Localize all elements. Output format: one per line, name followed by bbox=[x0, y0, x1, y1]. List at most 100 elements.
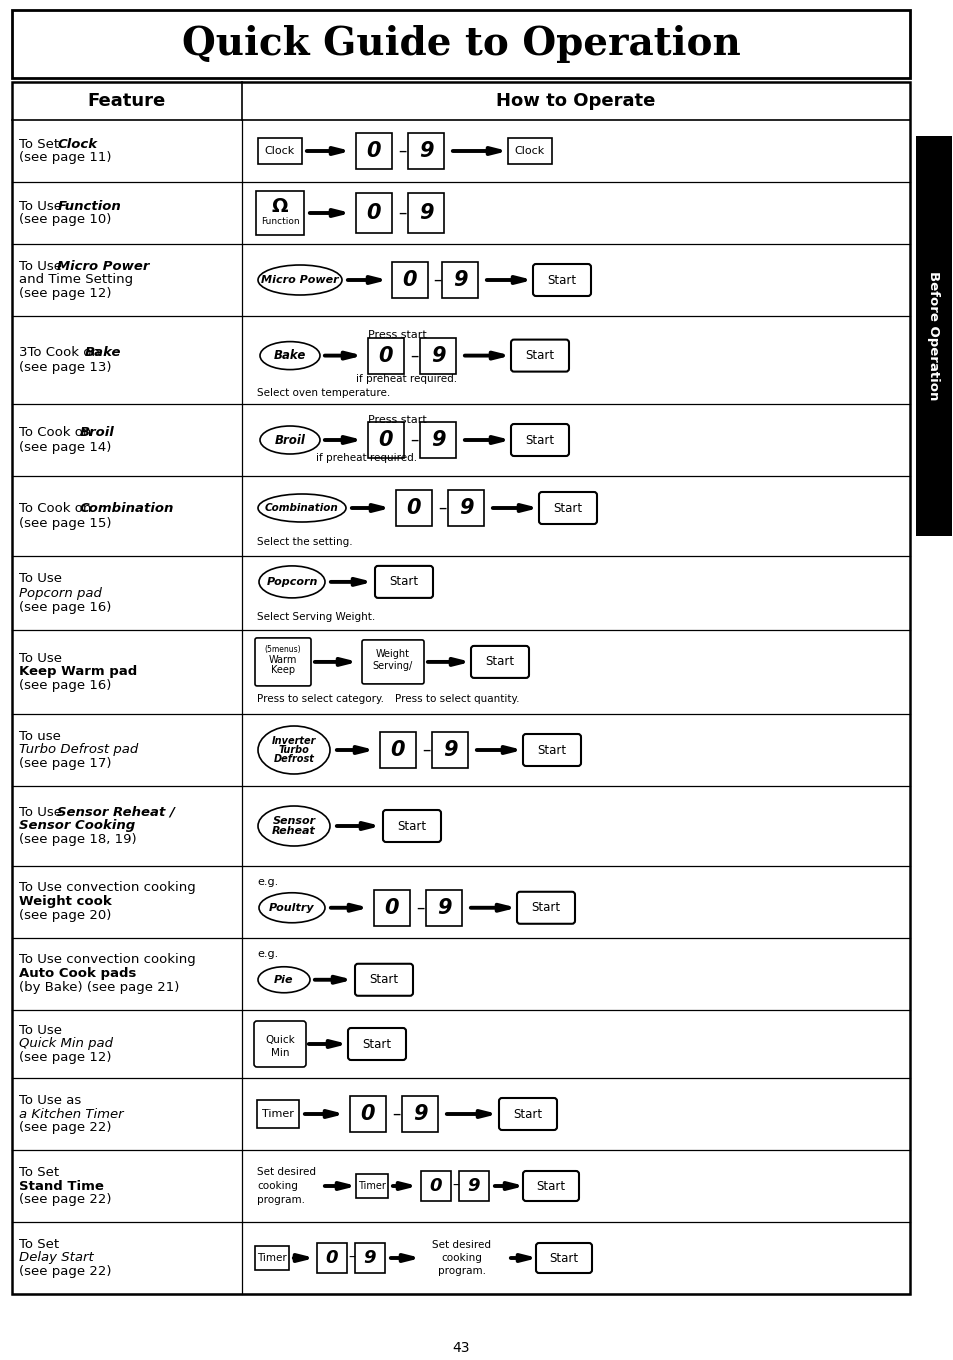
Text: To Use: To Use bbox=[19, 805, 66, 819]
Bar bbox=[408, 133, 443, 169]
FancyBboxPatch shape bbox=[254, 638, 311, 685]
Text: Micro Power: Micro Power bbox=[57, 260, 150, 272]
Text: Keep: Keep bbox=[271, 665, 294, 675]
Text: 9: 9 bbox=[431, 430, 445, 450]
Text: Combination: Combination bbox=[265, 503, 338, 513]
Text: program.: program. bbox=[437, 1266, 485, 1276]
Text: Select oven temperature.: Select oven temperature. bbox=[256, 389, 390, 398]
Bar bbox=[256, 1100, 298, 1127]
Text: Start: Start bbox=[525, 434, 554, 446]
FancyBboxPatch shape bbox=[253, 1021, 306, 1068]
Text: To Use convection cooking: To Use convection cooking bbox=[19, 953, 195, 967]
Bar bbox=[458, 1171, 489, 1201]
Text: Broil: Broil bbox=[274, 434, 305, 446]
Bar bbox=[374, 889, 410, 926]
Text: Before Operation: Before Operation bbox=[926, 271, 940, 401]
Text: Start: Start bbox=[549, 1251, 578, 1265]
Text: (see page 10): (see page 10) bbox=[19, 214, 112, 227]
Text: (see page 13): (see page 13) bbox=[19, 360, 112, 374]
Text: –: – bbox=[416, 899, 424, 917]
Text: Press to select category.: Press to select category. bbox=[256, 694, 384, 704]
Text: 0: 0 bbox=[406, 498, 421, 518]
Ellipse shape bbox=[257, 494, 346, 522]
Text: To Use: To Use bbox=[19, 573, 62, 586]
Text: To Set: To Set bbox=[19, 1166, 59, 1179]
Text: 0: 0 bbox=[360, 1104, 375, 1123]
Text: Select the setting.: Select the setting. bbox=[256, 537, 353, 547]
FancyBboxPatch shape bbox=[375, 566, 433, 598]
Text: (see page 16): (see page 16) bbox=[19, 680, 112, 692]
Text: Sensor Cooking: Sensor Cooking bbox=[19, 820, 135, 832]
FancyBboxPatch shape bbox=[348, 1028, 406, 1059]
Text: (see page 18, 19): (see page 18, 19) bbox=[19, 834, 136, 846]
Bar bbox=[401, 1096, 437, 1132]
Text: (5menus): (5menus) bbox=[264, 646, 301, 654]
Text: Stand Time: Stand Time bbox=[19, 1179, 104, 1193]
Ellipse shape bbox=[257, 967, 310, 993]
Bar bbox=[355, 133, 392, 169]
Text: program.: program. bbox=[256, 1195, 305, 1205]
Text: Feature: Feature bbox=[88, 92, 166, 110]
Text: Combination: Combination bbox=[79, 502, 173, 515]
Text: –: – bbox=[410, 431, 417, 449]
Bar bbox=[448, 490, 483, 526]
Text: –: – bbox=[421, 741, 430, 759]
FancyBboxPatch shape bbox=[382, 811, 440, 842]
Text: Start: Start bbox=[547, 273, 576, 287]
Ellipse shape bbox=[260, 341, 319, 370]
Text: 0: 0 bbox=[384, 898, 399, 918]
Text: Start: Start bbox=[397, 820, 426, 832]
Bar bbox=[395, 490, 432, 526]
Text: How to Operate: How to Operate bbox=[496, 92, 655, 110]
Bar bbox=[255, 190, 304, 235]
FancyBboxPatch shape bbox=[498, 1098, 557, 1130]
Text: 9: 9 bbox=[418, 203, 433, 223]
Text: To Use as: To Use as bbox=[19, 1093, 81, 1107]
Bar bbox=[350, 1096, 386, 1132]
Text: Start: Start bbox=[362, 1038, 391, 1050]
Text: 0: 0 bbox=[429, 1176, 442, 1195]
Text: 9: 9 bbox=[453, 271, 467, 290]
Bar bbox=[432, 732, 468, 768]
Bar bbox=[408, 193, 443, 233]
Text: e.g.: e.g. bbox=[256, 949, 278, 959]
Ellipse shape bbox=[257, 806, 330, 846]
Text: 9: 9 bbox=[363, 1248, 375, 1268]
Text: To Cook on: To Cook on bbox=[19, 502, 95, 515]
Text: Timer: Timer bbox=[262, 1108, 294, 1119]
Text: (see page 16): (see page 16) bbox=[19, 601, 112, 613]
Text: To Set: To Set bbox=[19, 1238, 59, 1250]
Bar bbox=[368, 422, 403, 458]
Bar bbox=[419, 337, 456, 374]
Text: if preheat required.: if preheat required. bbox=[316, 453, 417, 462]
Text: (see page 12): (see page 12) bbox=[19, 287, 112, 301]
Text: (see page 20): (see page 20) bbox=[19, 910, 112, 922]
FancyBboxPatch shape bbox=[511, 424, 568, 456]
Text: Broil: Broil bbox=[79, 427, 114, 439]
Bar bbox=[419, 422, 456, 458]
Text: Start: Start bbox=[525, 350, 554, 362]
Text: –: – bbox=[392, 1104, 399, 1123]
Text: Quick Min pad: Quick Min pad bbox=[19, 1038, 112, 1050]
Text: –: – bbox=[348, 1251, 355, 1265]
Text: To Use: To Use bbox=[19, 651, 62, 665]
Text: Weight cook: Weight cook bbox=[19, 895, 112, 908]
Text: Warm: Warm bbox=[269, 656, 297, 665]
Text: Auto Cook pads: Auto Cook pads bbox=[19, 967, 136, 981]
Text: Select Serving Weight.: Select Serving Weight. bbox=[256, 612, 375, 622]
FancyBboxPatch shape bbox=[538, 492, 597, 524]
Text: Function: Function bbox=[260, 218, 299, 227]
Text: To Use: To Use bbox=[19, 260, 66, 272]
Text: Press start: Press start bbox=[367, 330, 426, 340]
Text: (see page 12): (see page 12) bbox=[19, 1051, 112, 1065]
Text: Set desired: Set desired bbox=[256, 1167, 315, 1176]
Bar bbox=[316, 1243, 347, 1273]
Bar bbox=[12, 82, 909, 1293]
Text: Turbo: Turbo bbox=[278, 745, 309, 755]
Text: 0: 0 bbox=[391, 740, 405, 760]
Text: Clock: Clock bbox=[265, 146, 294, 156]
Text: (by Bake) (see page 21): (by Bake) (see page 21) bbox=[19, 982, 179, 994]
Text: –: – bbox=[397, 204, 406, 222]
Bar bbox=[254, 1246, 289, 1270]
Text: Start: Start bbox=[537, 744, 566, 756]
